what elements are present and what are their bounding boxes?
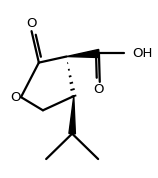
Text: OH: OH bbox=[132, 47, 153, 60]
Polygon shape bbox=[67, 49, 99, 57]
Text: O: O bbox=[10, 91, 21, 104]
Polygon shape bbox=[69, 96, 75, 134]
Text: O: O bbox=[94, 83, 104, 96]
Text: O: O bbox=[26, 17, 37, 30]
